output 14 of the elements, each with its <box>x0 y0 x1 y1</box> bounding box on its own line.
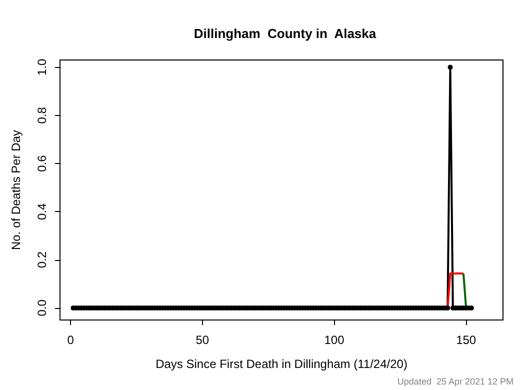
y-tick-label: 1.0 <box>35 58 49 76</box>
y-tick-label: 0.0 <box>35 299 49 316</box>
y-tick-label: 0.2 <box>35 251 49 268</box>
x-tick-label: 150 <box>456 333 476 347</box>
y-tick-label: 0.8 <box>35 106 49 124</box>
x-tick-label: 50 <box>196 333 210 347</box>
text: Updated 25 Apr 2021 12 PM <box>397 376 514 386</box>
y-axis-title: No. of Deaths Per Day <box>9 130 23 250</box>
x-tick-label: 100 <box>324 333 345 347</box>
y-tick-label: 0.4 <box>35 203 49 220</box>
chart-title: Dillingham County in Alaska <box>194 26 377 41</box>
y-tick-label: 0.6 <box>35 154 49 172</box>
x-axis-title: Days Since First Death in Dillingham (11/24/20) <box>156 357 408 371</box>
x-tick-label: 0 <box>67 333 74 347</box>
